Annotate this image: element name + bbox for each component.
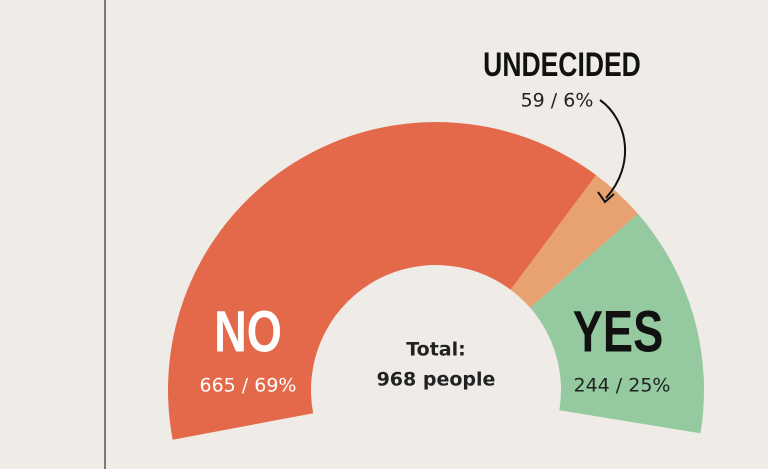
- category-label: UNDECIDED: [483, 46, 641, 84]
- value-label: 665 / 69%: [200, 375, 297, 397]
- category-label: YES: [573, 300, 664, 365]
- slice: [530, 213, 704, 434]
- value-label: 59 / 6%: [521, 90, 594, 112]
- annotation-arrow: [599, 99, 627, 199]
- slice: [510, 175, 638, 308]
- slice: [168, 122, 597, 440]
- value-label: 244 / 25%: [574, 375, 671, 397]
- total-label: 968 people: [377, 369, 496, 391]
- total-caption: Total:: [406, 339, 466, 361]
- arrow-head: [597, 191, 615, 204]
- category-label: NO: [214, 300, 282, 365]
